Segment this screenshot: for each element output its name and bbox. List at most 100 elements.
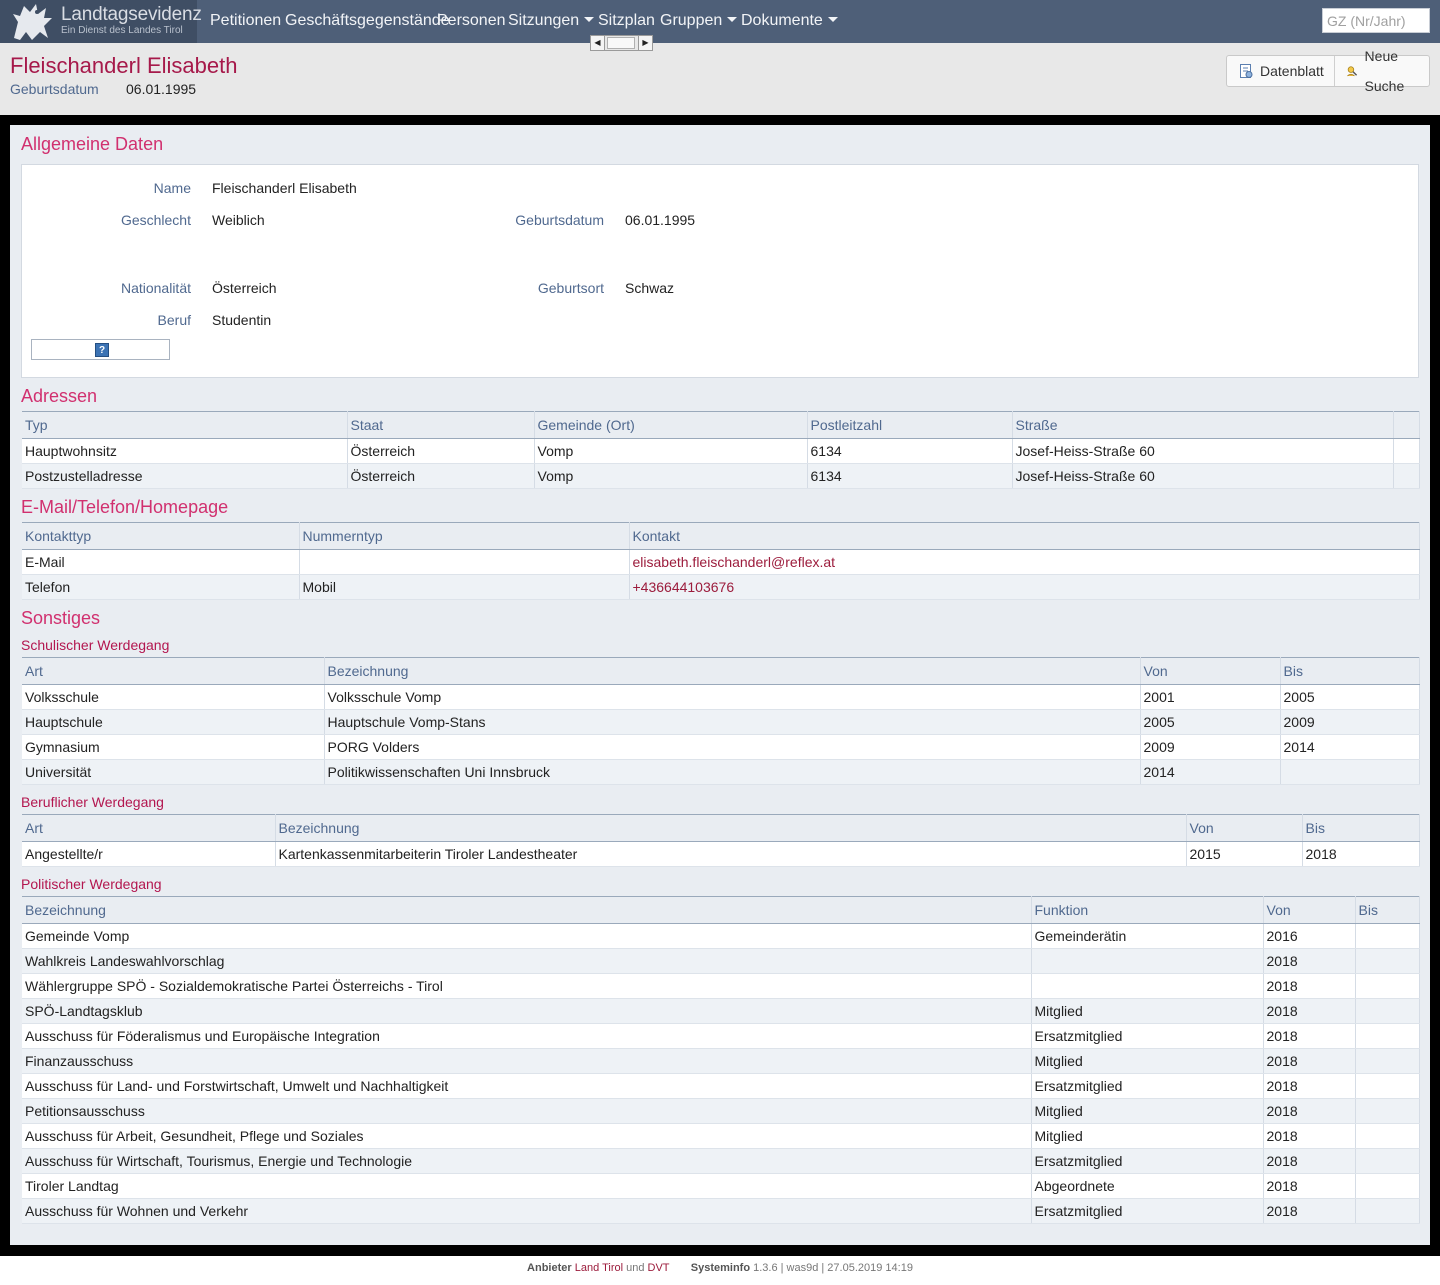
datenblatt-button[interactable]: Datenblatt bbox=[1227, 56, 1334, 86]
table-cell: Gymnasium bbox=[22, 734, 325, 760]
table-row: Gymnasium PORG Volders 2009 2014 bbox=[22, 734, 1420, 760]
nav-label: Geschäftsgegenstände bbox=[285, 12, 450, 29]
birthplace-label: Geburtsort bbox=[537, 280, 604, 296]
table-cell: Mitglied bbox=[1031, 998, 1264, 1024]
column-header[interactable]: Von bbox=[1263, 896, 1356, 924]
column-header[interactable]: Kontakttyp bbox=[22, 522, 300, 550]
brand[interactable]: Landtagsevidenz Ein Dienst des Landes Ti… bbox=[0, 0, 202, 43]
section-adressen: Adressen bbox=[21, 386, 98, 406]
table-cell: 2016 bbox=[1263, 923, 1356, 949]
column-header[interactable]: Straße bbox=[1012, 411, 1394, 439]
nav-geschaeftsgegenstaende[interactable]: Geschäftsgegenstände bbox=[285, 0, 450, 43]
table-cell: Politikwissenschaften Uni Innsbruck bbox=[324, 759, 1141, 785]
table-cell: 2015 bbox=[1186, 841, 1303, 867]
neue-suche-label: Neue Suche bbox=[1364, 48, 1405, 94]
column-header[interactable]: Bezeichnung bbox=[22, 896, 1032, 924]
table-cell: Abgeordnete bbox=[1031, 1173, 1264, 1199]
nav-sitzplan[interactable]: Sitzplan bbox=[598, 0, 655, 43]
general-data-panel bbox=[21, 164, 1419, 378]
help-icon[interactable]: ? bbox=[95, 343, 109, 357]
column-header[interactable]: Von bbox=[1186, 814, 1303, 842]
table-cell: Volksschule bbox=[22, 684, 325, 710]
nav-dokumente[interactable]: Dokumente bbox=[741, 0, 838, 43]
table-cell: 2018 bbox=[1263, 973, 1356, 999]
help-field[interactable]: ? bbox=[31, 339, 170, 360]
column-header[interactable]: Typ bbox=[22, 411, 348, 439]
table-row: Petitionsausschuss Mitglied 2018 bbox=[22, 1098, 1420, 1124]
gender-label: Geschlecht bbox=[120, 212, 191, 228]
name-value: Fleischanderl Elisabeth bbox=[212, 180, 357, 196]
table-cell: +436644103676 bbox=[629, 574, 1420, 600]
table-cell: Kartenkassenmitarbeiterin Tiroler Landes… bbox=[275, 841, 1187, 867]
column-header[interactable]: Bis bbox=[1302, 814, 1420, 842]
table-row: Volksschule Volksschule Vomp 2001 2005 bbox=[22, 684, 1420, 710]
table-cell: Ersatzmitglied bbox=[1031, 1073, 1264, 1099]
column-header[interactable]: Gemeinde (Ort) bbox=[534, 411, 808, 439]
gz-search-input[interactable] bbox=[1322, 8, 1430, 33]
contact-table: Kontakttyp Nummerntyp Kontakt E-Mail eli… bbox=[22, 522, 1420, 600]
phone-link[interactable]: +436644103676 bbox=[632, 579, 735, 595]
subsection-school: Schulischer Werdegang bbox=[21, 637, 170, 653]
table-cell: 2018 bbox=[1263, 1048, 1356, 1074]
land-tirol-link[interactable]: Land Tirol bbox=[574, 1262, 624, 1274]
nav-label: Gruppen bbox=[660, 12, 723, 29]
column-header[interactable]: Art bbox=[22, 657, 325, 685]
table-cell: Tiroler Landtag bbox=[22, 1173, 1032, 1199]
scroll-right-icon[interactable]: ▶ bbox=[638, 36, 652, 50]
table-cell: PORG Volders bbox=[324, 734, 1141, 760]
table-cell: Österreich bbox=[347, 438, 535, 464]
table-cell: 2018 bbox=[1263, 1098, 1356, 1124]
table-cell: Petitionsausschuss bbox=[22, 1098, 1032, 1124]
column-header[interactable]: Kontakt bbox=[629, 522, 1420, 550]
table-cell bbox=[1355, 923, 1420, 949]
column-header[interactable]: Art bbox=[22, 814, 276, 842]
birthplace-value: Schwaz bbox=[625, 280, 675, 296]
scroll-left-icon[interactable]: ◀ bbox=[591, 36, 605, 50]
column-header[interactable]: Bezeichnung bbox=[275, 814, 1187, 842]
nav-petitionen[interactable]: Petitionen bbox=[210, 0, 281, 43]
nationality-label: Nationalität bbox=[120, 280, 191, 296]
table-cell: 2018 bbox=[1263, 1173, 1356, 1199]
table-cell: 2018 bbox=[1263, 1073, 1356, 1099]
column-header[interactable]: Postleitzahl bbox=[807, 411, 1013, 439]
app-title: Landtagsevidenz bbox=[61, 4, 202, 25]
table-cell: Ersatzmitglied bbox=[1031, 1198, 1264, 1224]
table-cell: Österreich bbox=[347, 463, 535, 489]
column-header[interactable]: Nummerntyp bbox=[299, 522, 630, 550]
nav-sitzungen[interactable]: Sitzungen bbox=[508, 0, 595, 43]
nav-personen[interactable]: Personen bbox=[437, 0, 506, 43]
table-cell: Mobil bbox=[299, 574, 630, 600]
table-cell: Ausschuss für Wirtschaft, Tourismus, Ene… bbox=[22, 1148, 1032, 1174]
column-header[interactable]: Funktion bbox=[1031, 896, 1264, 924]
chevron-down-icon bbox=[727, 17, 738, 22]
column-header[interactable]: Bezeichnung bbox=[324, 657, 1141, 685]
email-link[interactable]: elisabeth.fleischanderl@reflex.at bbox=[632, 554, 836, 570]
column-header[interactable]: Bis bbox=[1280, 657, 1420, 685]
table-cell bbox=[1031, 973, 1264, 999]
header-birth-value: 06.01.1995 bbox=[126, 81, 197, 97]
table-cell bbox=[1355, 1023, 1420, 1049]
table-cell bbox=[1355, 948, 1420, 974]
scroll-thumb[interactable] bbox=[607, 37, 635, 49]
nav-gruppen[interactable]: Gruppen bbox=[660, 0, 738, 43]
table-cell: 2018 bbox=[1302, 841, 1420, 867]
column-header[interactable]: Von bbox=[1140, 657, 1281, 685]
app-subtitle: Ein Dienst des Landes Tirol bbox=[61, 25, 183, 36]
header-button-group: Datenblatt Neue Suche bbox=[1226, 48, 1430, 94]
nationality-value: Österreich bbox=[212, 280, 277, 296]
dvt-link[interactable]: DVT bbox=[647, 1262, 670, 1274]
horizontal-scrollbar[interactable]: ◀ ▶ bbox=[590, 35, 653, 51]
table-cell bbox=[1355, 1148, 1420, 1174]
table-row: Finanzausschuss Mitglied 2018 bbox=[22, 1048, 1420, 1074]
table-cell bbox=[1355, 973, 1420, 999]
column-header[interactable]: Staat bbox=[347, 411, 535, 439]
neue-suche-button[interactable]: Neue Suche bbox=[1333, 48, 1429, 94]
person-header: Fleischanderl Elisabeth Geburtsdatum 06.… bbox=[0, 43, 1440, 115]
table-cell: Josef-Heiss-Straße 60 bbox=[1012, 438, 1394, 464]
header-birth-label: Geburtsdatum bbox=[10, 81, 99, 97]
table-cell: Wahlkreis Landeswahlvorschlag bbox=[22, 948, 1032, 974]
table-cell: 2005 bbox=[1140, 709, 1281, 735]
column-header[interactable]: Bis bbox=[1355, 896, 1420, 924]
footer: Anbieter Land Tirol und DVT Systeminfo 1… bbox=[0, 1262, 1440, 1274]
table-cell: Gemeinde Vomp bbox=[22, 923, 1032, 949]
